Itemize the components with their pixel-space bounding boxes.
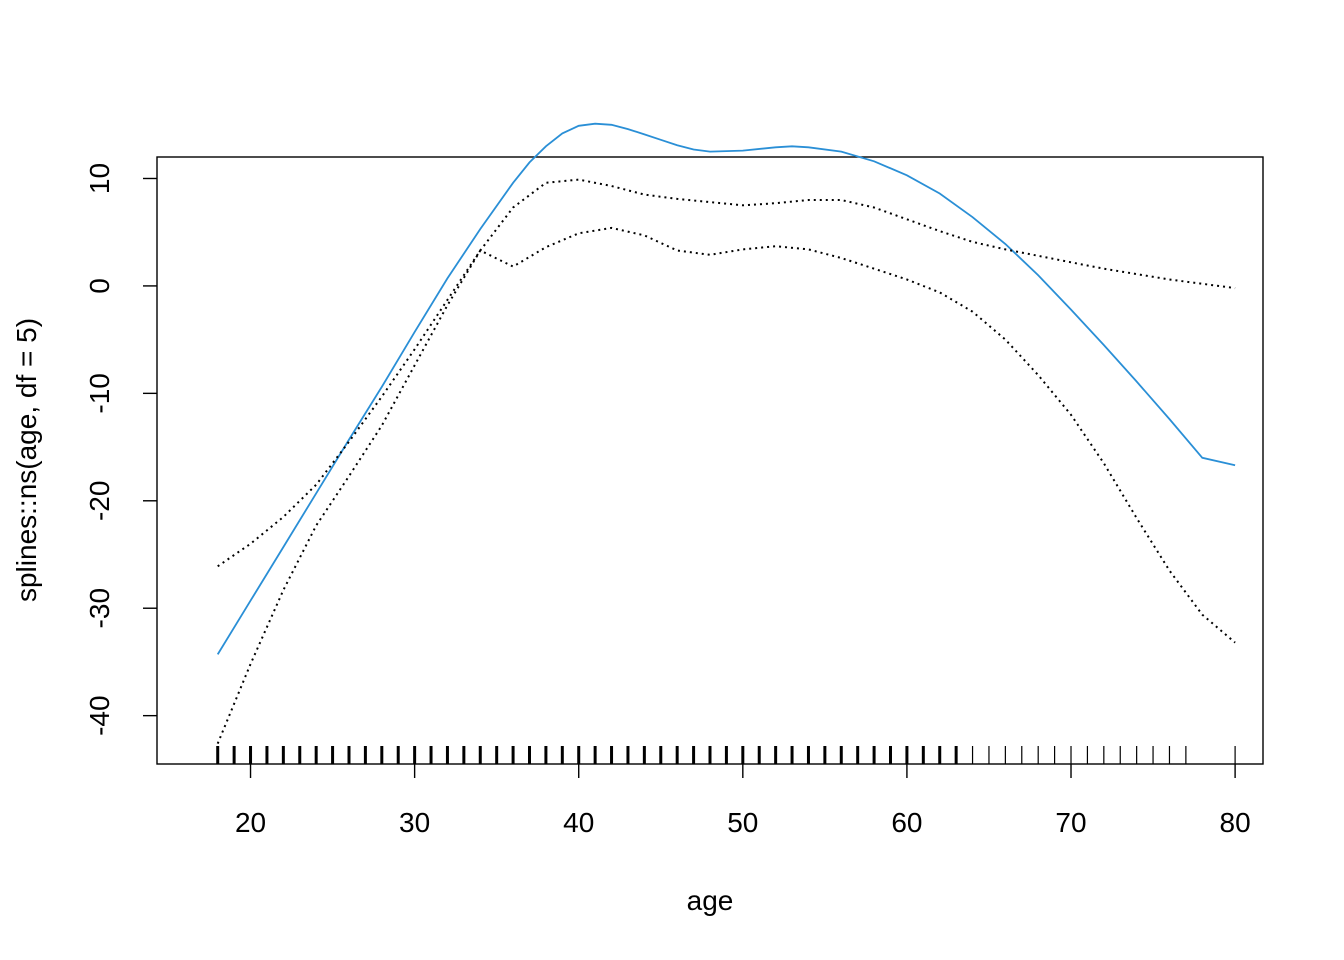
- y-axis-title: splines::ns(age, df = 5): [11, 318, 42, 602]
- x-tick-label: 20: [235, 807, 266, 838]
- y-tick-label: -40: [84, 695, 115, 735]
- x-tick-label: 80: [1220, 807, 1251, 838]
- rug-ticks: [216, 746, 1236, 764]
- y-axis: -40 -30 -20 -10 0 10: [84, 163, 157, 736]
- series-lower-line: [216, 226, 1236, 744]
- x-axis-title: age: [687, 885, 734, 916]
- plot-frame: [156, 156, 1264, 765]
- x-tick-label: 70: [1055, 807, 1086, 838]
- x-tick-label: 50: [727, 807, 758, 838]
- x-tick-label: 30: [399, 807, 430, 838]
- y-tick-label: 0: [84, 278, 115, 294]
- y-tick-label: -30: [84, 588, 115, 628]
- y-tick-label: -10: [84, 373, 115, 413]
- y-tick-label: 10: [84, 163, 115, 194]
- series-lines: [216, 122, 1236, 744]
- y-tick-label: -20: [84, 481, 115, 521]
- x-tick-label: 60: [891, 807, 922, 838]
- x-tick-label: 40: [563, 807, 594, 838]
- series-fit-line: [216, 122, 1236, 655]
- series-upper-line: [217, 178, 1236, 568]
- x-axis: 20 30 40 50 60 70 80: [235, 764, 1251, 838]
